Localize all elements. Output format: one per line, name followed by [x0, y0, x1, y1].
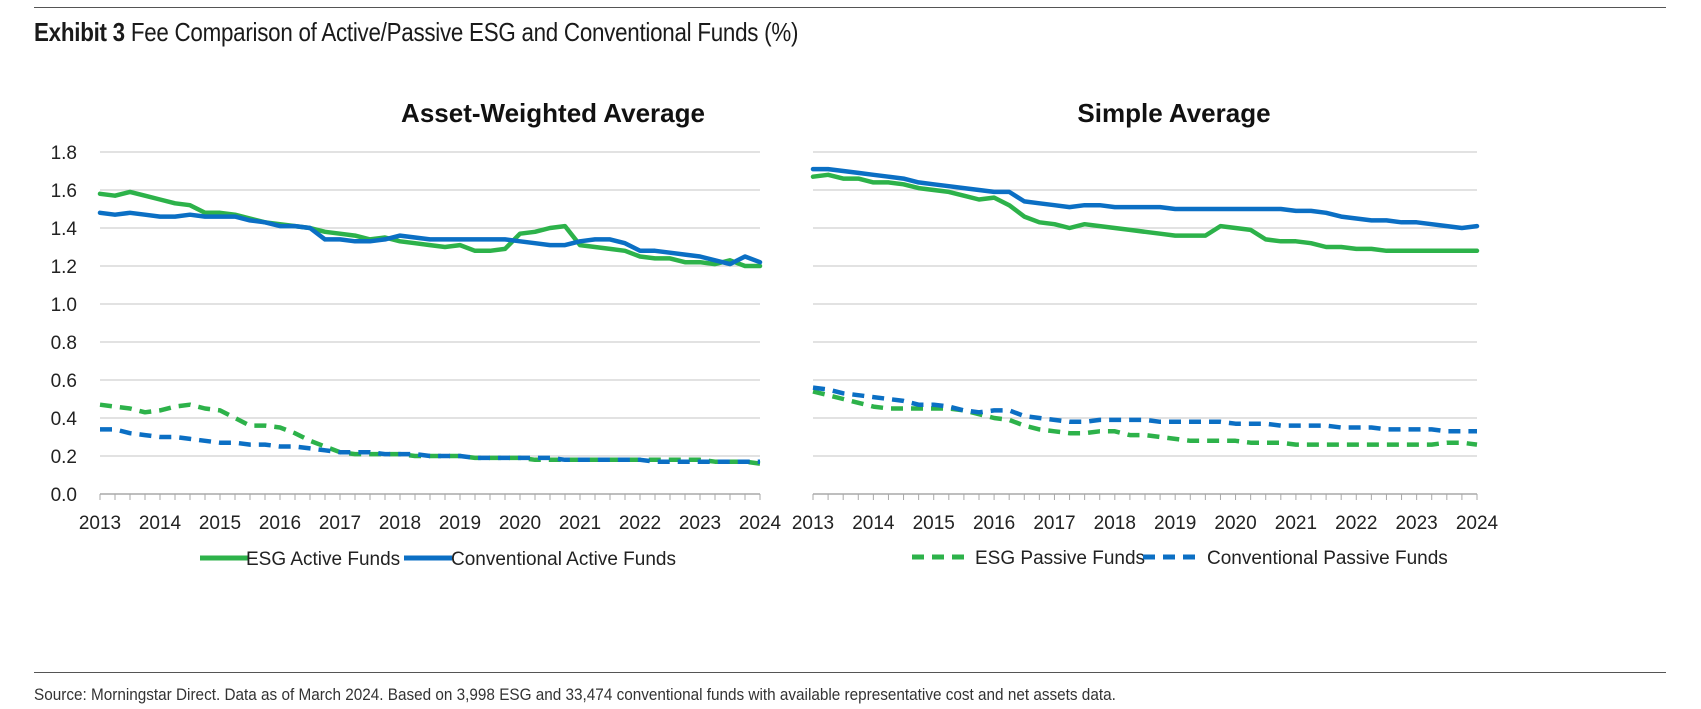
x-tick-label: 2017	[319, 513, 361, 534]
y-tick-label: 0.6	[51, 371, 77, 392]
source-note: Source: Morningstar Direct. Data as of M…	[34, 685, 1116, 704]
y-tick-label: 0.2	[51, 447, 77, 468]
chart-panel-1: Asset-Weighted Average 0.0 0.2 0.4 0.6 0.8 1.0…	[51, 98, 782, 570]
y-tick-label: 1.6	[51, 181, 77, 202]
x-tick-label: 2019	[439, 513, 481, 534]
y-tick-label: 0.0	[51, 485, 77, 506]
x-tick-label: 2020	[1214, 513, 1256, 534]
panel-title: Asset-Weighted Average	[401, 98, 705, 128]
legend-label: ESG Passive Funds	[975, 548, 1145, 569]
x-tick-label: 2016	[973, 513, 1015, 534]
y-tick-label: 0.4	[51, 409, 78, 430]
series-line-esg-active-funds	[97, 189, 763, 269]
y-tick-label: 1.8	[51, 143, 77, 164]
x-tick-label: 2018	[379, 513, 421, 534]
x-tick-label: 2014	[139, 513, 182, 534]
x-tick-label: 2015	[199, 513, 241, 534]
panel-title: Simple Average	[1077, 98, 1270, 128]
x-tick-label: 2018	[1094, 513, 1136, 534]
x-tick-label: 2013	[792, 513, 834, 534]
x-tick-label: 2023	[679, 513, 721, 534]
exhibit-title: Exhibit 3 Fee Comparison of Active/Passi…	[34, 17, 798, 48]
series-line-conventional-active-funds	[810, 166, 1480, 231]
x-tick-label: 2021	[559, 513, 601, 534]
exhibit-label: Exhibit 3	[34, 17, 125, 47]
y-tick-label: 1.0	[51, 295, 77, 316]
series-line-conventional-passive-funds	[100, 427, 760, 464]
series-line-esg-active-funds	[810, 172, 1480, 254]
x-tick-label: 2024	[739, 513, 782, 534]
x-tick-label: 2014	[852, 513, 895, 534]
x-tick-label: 2020	[499, 513, 541, 534]
x-tick-label: 2017	[1033, 513, 1075, 534]
legend-label: Conventional Active Funds	[451, 549, 676, 570]
x-tick-label: 2022	[619, 513, 661, 534]
exhibit-title-text: Fee Comparison of Active/Passive ESG and…	[130, 17, 799, 47]
legend-label: Conventional Passive Funds	[1207, 548, 1448, 569]
x-tick-label: 2019	[1154, 513, 1196, 534]
legend-label: ESG Active Funds	[246, 549, 400, 570]
x-tick-label: 2023	[1395, 513, 1437, 534]
y-tick-label: 1.4	[51, 219, 78, 240]
x-tick-label: 2015	[913, 513, 955, 534]
chart-panel-2: Simple Average 2013 2014 2015 2016 2017 2018 20…	[792, 98, 1499, 569]
x-tick-label: 2013	[79, 513, 121, 534]
x-tick-label: 2024	[1456, 513, 1499, 534]
x-tick-label: 2016	[259, 513, 301, 534]
y-tick-label: 1.2	[51, 257, 77, 278]
series-line-conventional-active-funds	[97, 210, 763, 267]
x-tick-label: 2021	[1275, 513, 1317, 534]
y-tick-label: 0.8	[51, 333, 77, 354]
x-tick-label: 2022	[1335, 513, 1377, 534]
fee-comparison-charts: Asset-Weighted Average 0.0 0.2 0.4 0.6 0.8 1.0…	[51, 98, 1499, 570]
top-rule	[34, 7, 1666, 8]
bottom-rule	[34, 672, 1666, 673]
